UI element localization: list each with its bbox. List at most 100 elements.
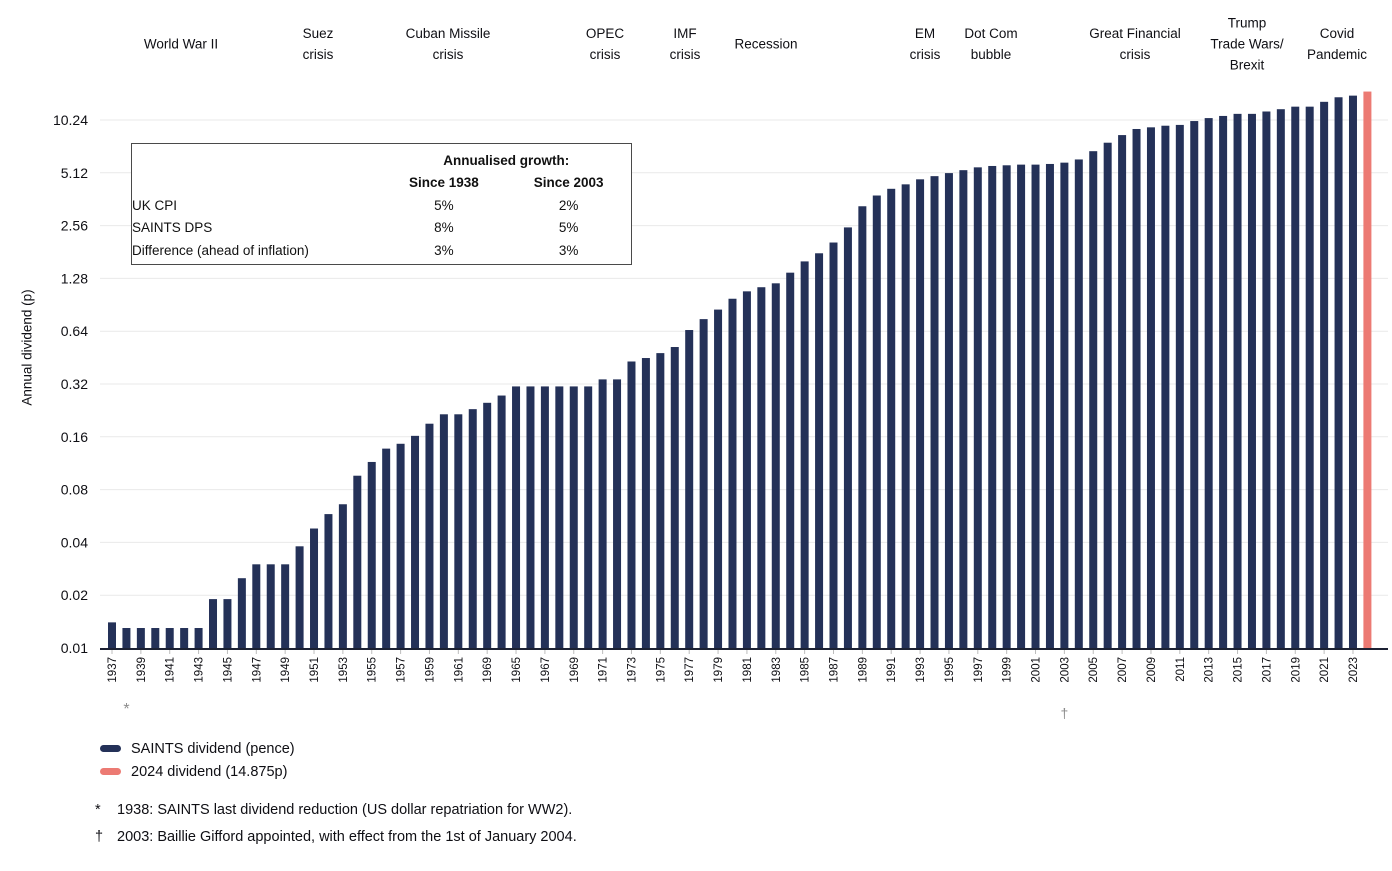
bar-1977 — [685, 330, 694, 648]
bar-2023 — [1348, 95, 1357, 648]
bar-1955 — [367, 461, 376, 648]
bar-2020 — [1305, 106, 1314, 649]
bar-2009 — [1146, 127, 1155, 649]
bar-1962 — [468, 409, 477, 648]
x-tick-label-1975: 1975 — [655, 657, 667, 683]
bar-1958 — [411, 435, 420, 648]
x-tick-label-2017: 2017 — [1261, 657, 1273, 683]
footnote-2003: † 2003: Baillie Gifford appointed, with … — [95, 829, 577, 845]
bar-1963 — [483, 402, 492, 648]
x-tick-label-1983: 1983 — [771, 657, 783, 683]
bar-2021 — [1320, 101, 1329, 649]
table-row: SAINTS DPS 8% 5% — [132, 217, 631, 240]
legend-item-saints-dividend: SAINTS dividend (pence) — [100, 737, 295, 760]
bar-1950 — [295, 546, 304, 648]
x-tick-label-2009: 2009 — [1146, 657, 1158, 683]
x-tick-label-2007: 2007 — [1117, 657, 1129, 683]
bar-2016 — [1247, 113, 1256, 648]
x-tick-label-1977: 1977 — [684, 657, 696, 683]
event-label-trump-trade-wars-brexit: Trump Trade Wars/ Brexit — [1210, 15, 1284, 73]
bar-1941 — [165, 628, 174, 648]
legend-label: SAINTS dividend (pence) — [131, 740, 295, 757]
bar-2011 — [1175, 124, 1184, 648]
bar-2006 — [1103, 142, 1112, 649]
y-tick-label-10.24: 10.24 — [53, 112, 88, 128]
bar-1973 — [627, 361, 636, 648]
bar-1997 — [973, 167, 982, 648]
bar-2010 — [1161, 125, 1170, 649]
bar-1984 — [786, 272, 795, 648]
x-tick-label-2019: 2019 — [1290, 657, 1302, 683]
x-tick-label-1937: 1937 — [107, 657, 119, 683]
event-label-dot-com-bubble: Dot Com bubble — [964, 26, 1018, 62]
bar-1951 — [310, 528, 319, 648]
bar-2024 — [1363, 91, 1372, 649]
y-tick-label-0.32: 0.32 — [61, 376, 88, 392]
event-label-em-crisis: EM crisis — [909, 26, 941, 62]
bar-1987 — [829, 242, 838, 649]
table-row-label: SAINTS DPS — [132, 220, 213, 236]
x-tick-label-1985: 1985 — [800, 657, 812, 683]
bar-1983 — [771, 283, 780, 648]
bar-2012 — [1190, 121, 1199, 648]
bar-1953 — [338, 504, 347, 648]
event-label-covid-pandemic: Covid Pandemic — [1306, 26, 1368, 62]
x-tick-label-1995: 1995 — [944, 657, 956, 683]
bar-2018 — [1276, 109, 1285, 648]
x-tick-label-1989: 1989 — [857, 657, 869, 683]
bar-1988 — [843, 227, 852, 648]
x-tick-label-1965: 1965 — [511, 657, 523, 683]
bar-1985 — [800, 261, 809, 648]
bar-1947 — [252, 564, 261, 648]
bar-2007 — [1118, 135, 1127, 648]
legend-label: 2024 dividend (14.875p) — [131, 763, 288, 780]
table-column-header-since-1938: Since 1938 — [408, 175, 479, 191]
y-tick-label-5.12: 5.12 — [61, 165, 88, 181]
event-label-opec-crisis: OPEC crisis — [585, 26, 625, 62]
x-tick-label-1947: 1947 — [251, 657, 263, 683]
table-cell: 8% — [434, 220, 454, 236]
bar-1989 — [858, 206, 867, 649]
footnotes: * 1938: SAINTS last dividend reduction (… — [95, 802, 577, 856]
bar-1993 — [916, 179, 925, 649]
x-tick-label-1999: 1999 — [1002, 657, 1014, 683]
table-column-header-since-2003: Since 2003 — [533, 175, 604, 191]
bar-1966 — [526, 386, 535, 648]
x-tick-label-1973: 1973 — [626, 657, 638, 683]
table-cell: 5% — [434, 197, 454, 213]
legend: SAINTS dividend (pence) 2024 dividend (1… — [100, 737, 295, 783]
bar-1956 — [382, 448, 391, 648]
table-row: Difference (ahead of inflation) 3% 3% — [132, 239, 631, 262]
bar-1960 — [439, 414, 448, 648]
x-tick-label-1939: 1939 — [136, 657, 148, 683]
bar-1943 — [194, 628, 203, 648]
bar-1971 — [598, 379, 607, 648]
x-tick-label-1949: 1949 — [280, 657, 292, 683]
bar-1969 — [569, 386, 578, 648]
bar-2005 — [1089, 151, 1098, 649]
x-tick-label-1979: 1979 — [713, 657, 725, 683]
bar-1999 — [1002, 165, 1011, 648]
bar-1942 — [180, 628, 189, 648]
x-tick-label-2005: 2005 — [1088, 657, 1100, 683]
x-tick-label-1971: 1971 — [598, 657, 610, 683]
bar-1964 — [497, 395, 506, 648]
bar-1974 — [641, 358, 650, 648]
bar-1979 — [714, 309, 723, 648]
event-label-great-financial-crisis: Great Financial crisis — [1089, 26, 1181, 62]
y-tick-label-2.56: 2.56 — [61, 218, 88, 234]
bar-1980 — [728, 298, 737, 648]
x-tick-label-2011: 2011 — [1175, 657, 1187, 682]
bar-1954 — [353, 475, 362, 648]
bar-1991 — [887, 188, 896, 648]
bar-1998 — [988, 165, 997, 648]
x-tick-label-1997: 1997 — [973, 657, 985, 683]
bar-1948 — [266, 564, 275, 648]
table-spacer-cell — [132, 172, 381, 195]
bar-1995 — [944, 173, 953, 648]
y-tick-label-0.04: 0.04 — [61, 534, 88, 550]
x-tick-label-1961: 1961 — [453, 657, 465, 683]
footnote-text: 1938: SAINTS last dividend reduction (US… — [117, 802, 573, 818]
footnote-1938: * 1938: SAINTS last dividend reduction (… — [95, 802, 577, 818]
bar-1937 — [108, 622, 116, 648]
